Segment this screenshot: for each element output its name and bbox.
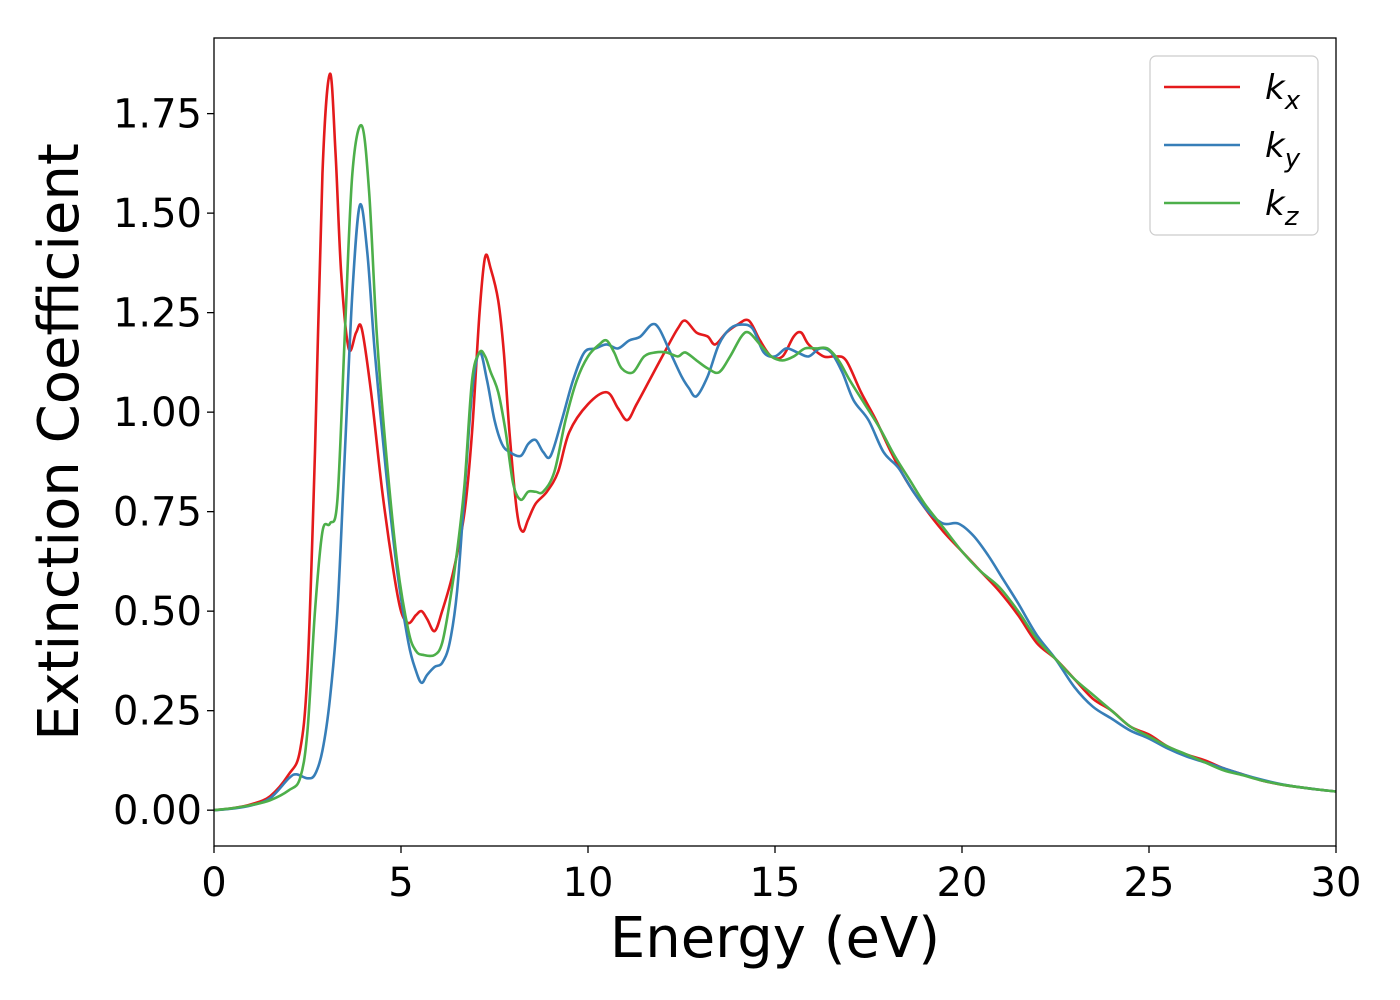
- x-tick-label: 0: [201, 860, 226, 906]
- x-axis: 0 5 10 15 20 25 30: [201, 846, 1361, 906]
- y-tick-label: 0.25: [113, 689, 202, 735]
- y-tick-label: 1.50: [113, 191, 202, 237]
- y-tick-label: 1.00: [113, 390, 202, 436]
- series-line-kx: [214, 72, 1336, 812]
- legend: kx ky kz: [1149, 55, 1319, 236]
- y-tick-label: 0.00: [113, 788, 202, 834]
- y-axis-title: Extinction Coefficient: [27, 143, 92, 741]
- x-axis-title: Energy (eV): [610, 906, 940, 971]
- y-tick-label: 0.75: [113, 490, 202, 536]
- legend-label-kz: kz: [1265, 184, 1300, 232]
- x-tick-label: 20: [937, 860, 988, 906]
- y-tick-label: 1.25: [113, 291, 202, 337]
- legend-label-kx: kx: [1265, 68, 1301, 116]
- y-tick-label: 0.50: [113, 589, 202, 635]
- x-tick-label: 25: [1124, 860, 1175, 906]
- x-tick-label: 30: [1311, 860, 1362, 906]
- series-line-ky: [214, 203, 1336, 812]
- series-layer: [214, 72, 1336, 812]
- series-line-kz: [214, 123, 1336, 812]
- y-tick-label: 1.75: [113, 92, 202, 138]
- x-tick-label: 15: [750, 860, 801, 906]
- y-axis: 0.00 0.25 0.50 0.75 1.00 1.25 1.50 1.75: [113, 92, 214, 834]
- x-tick-label: 10: [563, 860, 614, 906]
- legend-label-ky: ky: [1265, 126, 1301, 174]
- x-tick-label: 5: [388, 860, 413, 906]
